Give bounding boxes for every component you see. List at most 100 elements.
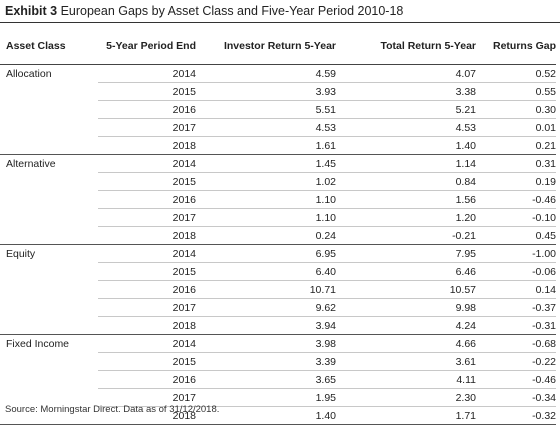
table-row: 2017 4.53 4.53 0.01 bbox=[0, 118, 556, 137]
exhibit-title: Exhibit 3 European Gaps by Asset Class a… bbox=[5, 4, 403, 18]
returns-gap-cell: -0.37 bbox=[476, 298, 556, 317]
title-divider bbox=[0, 22, 560, 23]
asset-class-cell bbox=[0, 299, 98, 317]
asset-class-cell bbox=[0, 353, 98, 371]
total-return-cell: 2.30 bbox=[336, 388, 476, 407]
period-end-cell: 2015 bbox=[98, 352, 196, 371]
investor-return-cell: 3.39 bbox=[196, 352, 336, 371]
total-return-cell: -0.21 bbox=[336, 226, 476, 245]
returns-gap-cell: -0.06 bbox=[476, 262, 556, 281]
table-row: 2018 0.24 -0.21 0.45 bbox=[0, 226, 556, 245]
investor-return-cell: 9.62 bbox=[196, 298, 336, 317]
total-return-cell: 4.11 bbox=[336, 370, 476, 389]
header-returns-gap: Returns Gap bbox=[476, 40, 556, 65]
period-end-cell: 2014 bbox=[98, 154, 196, 173]
total-return-cell: 4.24 bbox=[336, 316, 476, 335]
header-total-return: Total Return 5-Year bbox=[336, 40, 476, 65]
asset-class-cell bbox=[0, 281, 98, 299]
returns-gap-cell: -0.46 bbox=[476, 190, 556, 209]
investor-return-cell: 1.10 bbox=[196, 190, 336, 209]
investor-return-cell: 1.45 bbox=[196, 154, 336, 173]
table-header-row: Asset Class 5-Year Period End Investor R… bbox=[0, 40, 556, 65]
table-row: 2017 9.62 9.98 -0.37 bbox=[0, 298, 556, 317]
table-row: 2018 1.40 1.71 -0.32 bbox=[0, 406, 556, 425]
total-return-cell: 3.61 bbox=[336, 352, 476, 371]
source-note: Source: Morningstar Direct. Data as of 3… bbox=[5, 404, 220, 415]
asset-class-cell bbox=[0, 371, 98, 389]
investor-return-cell: 1.95 bbox=[196, 388, 336, 407]
period-end-cell: 2017 bbox=[98, 208, 196, 227]
table-row: Equity 2014 6.95 7.95 -1.00 bbox=[0, 244, 556, 263]
returns-gap-cell: 0.31 bbox=[476, 154, 556, 173]
table-row: Allocation 2014 4.59 4.07 0.52 bbox=[0, 64, 556, 83]
table-body: Allocation 2014 4.59 4.07 0.52 2015 3.93 3.38 0.… bbox=[0, 64, 556, 425]
returns-gap-cell: -0.68 bbox=[476, 334, 556, 353]
asset-class-cell bbox=[0, 316, 98, 335]
period-end-cell: 2018 bbox=[98, 316, 196, 335]
table-row: 2017 1.95 2.30 -0.34 bbox=[0, 388, 556, 407]
period-end-cell: 2016 bbox=[98, 370, 196, 389]
total-return-cell: 1.20 bbox=[336, 208, 476, 227]
asset-class-cell: Fixed Income bbox=[6, 337, 70, 350]
returns-gap-cell: 0.14 bbox=[476, 280, 556, 299]
period-end-cell: 2018 bbox=[98, 136, 196, 155]
period-end-cell: 2017 bbox=[98, 388, 196, 407]
asset-class-cell bbox=[0, 83, 98, 101]
total-return-cell: 0.84 bbox=[336, 172, 476, 191]
table-row: 2015 3.39 3.61 -0.22 bbox=[0, 352, 556, 371]
returns-gap-cell: 0.52 bbox=[476, 64, 556, 83]
period-end-cell: 2016 bbox=[98, 190, 196, 209]
returns-gap-cell: 0.19 bbox=[476, 172, 556, 191]
returns-gap-cell: -0.10 bbox=[476, 208, 556, 227]
period-end-cell: 2014 bbox=[98, 244, 196, 263]
table-row: Fixed Income 2014 3.98 4.66 -0.68 bbox=[0, 334, 556, 353]
investor-return-cell: 3.93 bbox=[196, 82, 336, 101]
period-end-cell: 2015 bbox=[98, 82, 196, 101]
asset-class-cell: Allocation bbox=[6, 67, 52, 80]
period-end-cell: 2017 bbox=[98, 298, 196, 317]
investor-return-cell: 4.59 bbox=[196, 64, 336, 83]
returns-gap-cell: 0.01 bbox=[476, 118, 556, 137]
investor-return-cell: 5.51 bbox=[196, 100, 336, 119]
investor-return-cell: 3.65 bbox=[196, 370, 336, 389]
total-return-cell: 1.56 bbox=[336, 190, 476, 209]
table-row: 2017 1.10 1.20 -0.10 bbox=[0, 208, 556, 227]
asset-class-cell bbox=[0, 263, 98, 281]
asset-class-cell bbox=[0, 136, 98, 155]
total-return-cell: 4.07 bbox=[336, 64, 476, 83]
returns-gap-cell: 0.45 bbox=[476, 226, 556, 245]
investor-return-cell: 1.10 bbox=[196, 208, 336, 227]
table-row: 2015 6.40 6.46 -0.06 bbox=[0, 262, 556, 281]
total-return-cell: 5.21 bbox=[336, 100, 476, 119]
total-return-cell: 4.53 bbox=[336, 118, 476, 137]
period-end-cell: 2014 bbox=[98, 334, 196, 353]
total-return-cell: 1.40 bbox=[336, 136, 476, 155]
period-end-cell: 2016 bbox=[98, 280, 196, 299]
asset-class-cell bbox=[0, 119, 98, 137]
asset-class-cell bbox=[0, 173, 98, 191]
table-row: 2015 1.02 0.84 0.19 bbox=[0, 172, 556, 191]
table-row: 2016 5.51 5.21 0.30 bbox=[0, 100, 556, 119]
investor-return-cell: 1.02 bbox=[196, 172, 336, 191]
total-return-cell: 3.38 bbox=[336, 82, 476, 101]
asset-class-cell bbox=[0, 191, 98, 209]
returns-gap-cell: 0.55 bbox=[476, 82, 556, 101]
header-investor-return: Investor Return 5-Year bbox=[196, 40, 336, 65]
investor-return-cell: 4.53 bbox=[196, 118, 336, 137]
investor-return-cell: 6.40 bbox=[196, 262, 336, 281]
asset-class-cell: Equity bbox=[6, 247, 36, 260]
returns-gap-cell: -0.46 bbox=[476, 370, 556, 389]
period-end-cell: 2015 bbox=[98, 172, 196, 191]
returns-gap-cell: -0.22 bbox=[476, 352, 556, 371]
exhibit-title-text: European Gaps by Asset Class and Five-Ye… bbox=[60, 4, 404, 18]
exhibit-number: Exhibit 3 bbox=[5, 4, 58, 18]
period-end-cell: 2018 bbox=[98, 226, 196, 245]
investor-return-cell: 0.24 bbox=[196, 226, 336, 245]
period-end-cell: 2016 bbox=[98, 100, 196, 119]
returns-gap-cell: -0.34 bbox=[476, 388, 556, 407]
header-asset-class: Asset Class bbox=[0, 40, 98, 65]
returns-gap-cell: 0.30 bbox=[476, 100, 556, 119]
investor-return-cell: 6.95 bbox=[196, 244, 336, 263]
total-return-cell: 7.95 bbox=[336, 244, 476, 263]
table-row: 2016 1.10 1.56 -0.46 bbox=[0, 190, 556, 209]
